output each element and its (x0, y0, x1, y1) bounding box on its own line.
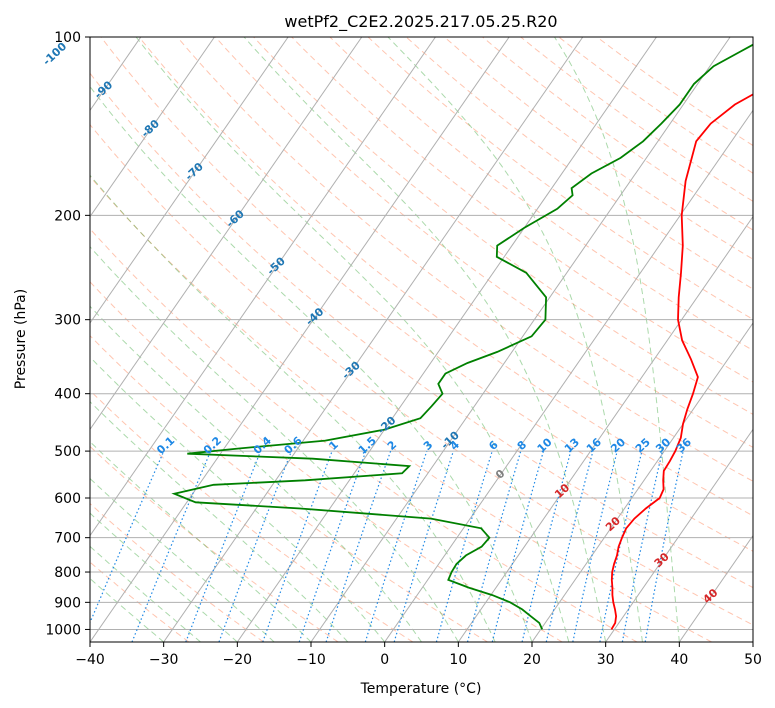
y-tick-label: 600 (54, 491, 81, 507)
x-tick-label: −40 (75, 652, 105, 668)
moist-adiabat (90, 477, 275, 642)
dry-adiabat (90, 175, 712, 642)
dry-adiabat (90, 502, 264, 642)
isotherm-line (605, 428, 753, 642)
dry-adiabat (90, 281, 563, 642)
moist-adiabat (90, 245, 459, 642)
isotherm-line (678, 534, 753, 642)
isotherm-line (90, 37, 289, 324)
dry-adiabat (90, 72, 753, 589)
mixing-ratio-line (545, 450, 594, 642)
temperature-line (610, 93, 753, 630)
dry-adiabat (100, 37, 753, 552)
isotherm-line (90, 37, 215, 218)
moist-adiabat (90, 305, 422, 642)
y-tick-label: 400 (54, 387, 81, 403)
dry-adiabat (90, 123, 753, 626)
y-axis-label: Pressure (hPa) (13, 289, 29, 389)
mixing-ratio-line (325, 450, 392, 642)
plot-area (90, 37, 753, 642)
x-tick-label: −10 (296, 652, 326, 668)
dry-adiabat (291, 37, 753, 383)
moist-adiabat (90, 85, 533, 642)
isotherm-line (236, 37, 657, 642)
mixing-ratio-line (90, 450, 165, 625)
isotherm-line (90, 37, 363, 431)
y-tick-label: 700 (54, 531, 81, 547)
isotherm-line (531, 322, 753, 642)
mixing-ratio-line (572, 450, 618, 642)
moist-adiabat (90, 512, 238, 642)
mixing-ratio-line (491, 450, 545, 642)
moist-adiabat (554, 37, 680, 642)
isotherm-line (90, 37, 436, 537)
dry-adiabat (90, 228, 638, 642)
plot-frame (89, 36, 754, 643)
moist-adiabat (90, 577, 165, 642)
chart-title: wetPf2_C2E2.2025.217.05.25.R20 (284, 12, 557, 32)
mixing-ratio-line (298, 450, 367, 642)
x-tick-label: −30 (149, 652, 179, 668)
dry-adiabat (405, 37, 753, 290)
isotherm-line (90, 37, 510, 642)
isotherm-line (457, 215, 753, 642)
mixing-ratio-line (599, 450, 643, 642)
x-tick-label: 30 (597, 652, 615, 668)
y-tick-label: 200 (54, 208, 81, 224)
mixing-ratio-line (185, 450, 262, 642)
moist-adiabat (243, 37, 607, 642)
mixing-ratio-line (262, 450, 333, 642)
y-tick-label: 300 (54, 313, 81, 329)
dewpoint-line (171, 43, 753, 630)
y-tick-label: 1000 (45, 622, 81, 638)
isotherm-line (384, 109, 753, 642)
y-tick-label: 500 (54, 444, 81, 460)
moist-adiabat (90, 174, 496, 642)
y-tick-label: 800 (54, 565, 81, 581)
mixing-ratio-line (393, 450, 454, 642)
mixing-ratio-line (131, 450, 212, 642)
x-tick-label: 10 (449, 652, 467, 668)
axes: −40 −30 −20 −10 0 10 20 30 40 50 100 200 300 400 500 60… (45, 30, 762, 668)
isotherm-line (310, 37, 731, 642)
dry-adiabat (252, 37, 753, 415)
mixing-ratio-line (364, 450, 428, 642)
x-tick-label: 0 (380, 652, 389, 668)
x-tick-label: −20 (223, 652, 253, 668)
x-tick-label: 50 (744, 652, 762, 668)
x-axis-label: Temperature (°C) (360, 681, 482, 697)
moist-adiabat (90, 545, 201, 642)
mixing-ratio-line (466, 450, 522, 642)
y-tick-label: 100 (54, 30, 81, 46)
mixing-ratio-line (218, 450, 292, 642)
isotherm-line (163, 37, 584, 642)
moist-adiabat (387, 37, 643, 642)
mixing-ratio-line (435, 450, 493, 642)
x-tick-label: 20 (523, 652, 541, 668)
x-tick-label: 40 (670, 652, 688, 668)
moist-adiabat (135, 37, 570, 642)
mixing-ratio-line (521, 450, 572, 642)
y-tick-label: 900 (54, 595, 81, 611)
moist-adiabat (90, 356, 386, 642)
